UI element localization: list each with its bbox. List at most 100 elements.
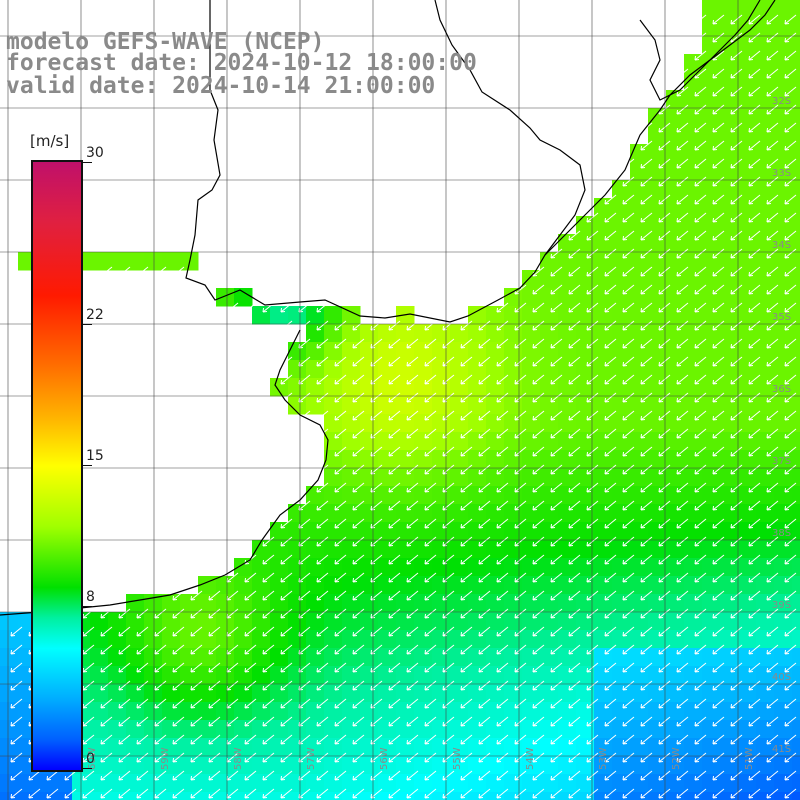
- wind-arrow: [442, 644, 455, 655]
- wind-arrow: [118, 752, 131, 763]
- wind-arrow: [676, 338, 689, 349]
- wind-speed-cell: [0, 738, 19, 757]
- wind-speed-cell: [414, 450, 433, 469]
- wind-arrow: [604, 428, 617, 439]
- wind-arrow: [766, 770, 779, 781]
- wind-speed-cell: [360, 504, 379, 523]
- wind-arrow: [190, 770, 203, 781]
- wind-speed-cell: [378, 468, 397, 487]
- wind-arrow: [514, 734, 527, 745]
- wind-speed-cell: [612, 360, 631, 379]
- wind-arrow: [532, 536, 545, 547]
- wind-arrow: [136, 644, 149, 655]
- wind-arrow: [244, 302, 257, 313]
- wind-arrow: [442, 518, 455, 529]
- wind-speed-cell: [702, 198, 721, 217]
- wind-arrow: [406, 500, 419, 511]
- wind-speed-cell: [702, 702, 721, 721]
- wind-speed-cell: [540, 270, 559, 289]
- wind-arrow: [352, 662, 365, 673]
- wind-speed-cell: [180, 666, 199, 685]
- wind-speed-cell: [270, 378, 289, 397]
- wind-speed-cell: [666, 756, 685, 775]
- wind-arrow: [694, 716, 707, 727]
- wind-speed-cell: [702, 612, 721, 631]
- wind-arrow: [712, 122, 725, 133]
- wind-speed-cell: [360, 486, 379, 505]
- wind-speed-cell: [486, 738, 505, 757]
- wind-speed-cell: [450, 702, 469, 721]
- wind-speed-cell: [702, 162, 721, 181]
- wind-arrow: [676, 104, 689, 115]
- wind-speed-cell: [666, 216, 685, 235]
- wind-speed-cell: [702, 756, 721, 775]
- wind-arrow: [496, 680, 509, 691]
- wind-speed-cell: [342, 612, 361, 631]
- wind-speed-cell: [576, 396, 595, 415]
- wind-speed-cell: [756, 72, 775, 91]
- wind-speed-cell: [792, 36, 800, 55]
- wind-arrow: [712, 572, 725, 583]
- wind-speed-cell: [720, 234, 739, 253]
- wind-arrow: [424, 788, 437, 799]
- wind-speed-cell: [756, 216, 775, 235]
- wind-speed-cell: [702, 684, 721, 703]
- wind-arrow: [586, 392, 599, 403]
- wind-arrow: [478, 554, 491, 565]
- wind-speed-cell: [522, 486, 541, 505]
- wind-speed-cell: [774, 72, 793, 91]
- wind-speed-cell: [540, 612, 559, 631]
- wind-arrow: [460, 536, 473, 547]
- wind-arrow: [658, 194, 671, 205]
- wind-arrow: [712, 428, 725, 439]
- wind-speed-cell: [0, 702, 19, 721]
- wind-arrow: [730, 536, 743, 547]
- wind-arrow: [352, 554, 365, 565]
- wind-arrow: [766, 644, 779, 655]
- wind-speed-cell: [324, 306, 343, 325]
- wind-arrow: [586, 356, 599, 367]
- wind-arrow: [748, 50, 761, 61]
- wind-arrow: [208, 662, 221, 673]
- wind-arrow: [712, 86, 725, 97]
- wind-arrow: [406, 392, 419, 403]
- wind-arrow: [748, 572, 761, 583]
- wind-speed-cell: [162, 774, 181, 793]
- wind-speed-cell: [702, 468, 721, 487]
- wind-speed-cell: [738, 774, 757, 793]
- wind-arrow: [604, 302, 617, 313]
- wind-arrow: [784, 644, 797, 655]
- wind-arrow: [424, 338, 437, 349]
- wind-speed-cell: [378, 540, 397, 559]
- wind-speed-cell: [630, 216, 649, 235]
- wind-arrow: [388, 572, 401, 583]
- wind-speed-cell: [720, 594, 739, 613]
- wind-arrow: [784, 572, 797, 583]
- wind-arrow: [154, 266, 167, 277]
- wind-arrow: [316, 302, 329, 313]
- wind-speed-cell: [630, 378, 649, 397]
- wind-speed-cell: [702, 342, 721, 361]
- wind-arrow: [460, 500, 473, 511]
- wind-speed-cell: [666, 144, 685, 163]
- wind-arrow: [730, 374, 743, 385]
- wind-arrow: [586, 572, 599, 583]
- wind-speed-cell: [540, 342, 559, 361]
- wind-speed-cell: [594, 396, 613, 415]
- wind-arrow: [586, 248, 599, 259]
- wind-speed-cell: [630, 594, 649, 613]
- wind-speed-cell: [702, 54, 721, 73]
- wind-arrow: [334, 410, 347, 421]
- wind-arrow: [712, 212, 725, 223]
- wind-speed-cell: [324, 756, 343, 775]
- wind-speed-cell: [774, 684, 793, 703]
- wind-speed-cell: [648, 378, 667, 397]
- wind-arrow: [766, 122, 779, 133]
- wind-speed-cell: [360, 576, 379, 595]
- wind-arrow: [262, 590, 275, 601]
- wind-arrow: [100, 608, 113, 619]
- wind-arrow: [532, 590, 545, 601]
- wind-arrow: [388, 716, 401, 727]
- wind-arrow: [478, 608, 491, 619]
- wind-arrow: [640, 464, 653, 475]
